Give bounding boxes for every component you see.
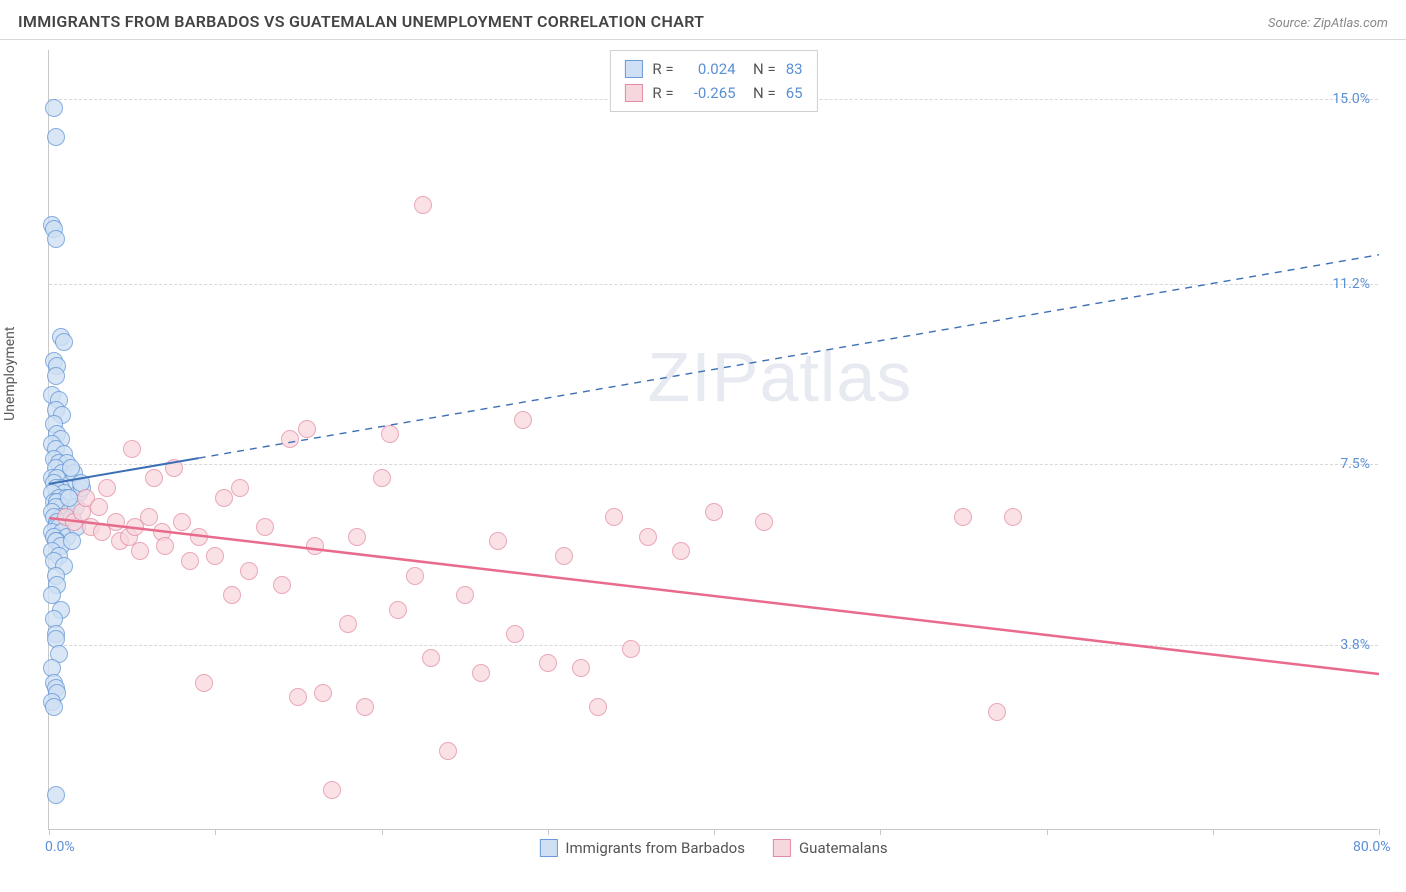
chart-header: IMMIGRANTS FROM BARBADOS VS GUATEMALAN U… bbox=[0, 0, 1406, 40]
legend-swatch bbox=[773, 839, 791, 857]
stats-legend: R = 0.024 N = 83 R = -0.265 N = 65 bbox=[609, 50, 817, 112]
r-value: 0.024 bbox=[684, 57, 736, 81]
chart-container: Unemployment ZIPatlas 3.8%7.5%11.2%15.0%… bbox=[0, 40, 1406, 880]
legend-swatch bbox=[539, 839, 557, 857]
x-tick bbox=[1379, 829, 1380, 835]
legend-swatch bbox=[624, 60, 642, 78]
r-label: R = bbox=[652, 81, 673, 105]
legend-item: Immigrants from Barbados bbox=[539, 839, 745, 857]
n-label: N = bbox=[746, 81, 776, 105]
legend-label: Guatemalans bbox=[799, 839, 888, 857]
legend-swatch bbox=[624, 84, 642, 102]
y-axis-label: Unemployment bbox=[2, 327, 18, 421]
stats-row: R = -0.265 N = 65 bbox=[624, 81, 802, 105]
r-label: R = bbox=[652, 57, 673, 81]
source-attribution: Source: ZipAtlas.com bbox=[1268, 16, 1388, 31]
n-value: 65 bbox=[786, 81, 803, 105]
legend-item: Guatemalans bbox=[773, 839, 888, 857]
stats-row: R = 0.024 N = 83 bbox=[624, 57, 802, 81]
x-tick-label: 80.0% bbox=[1353, 839, 1391, 855]
n-value: 83 bbox=[786, 57, 803, 81]
chart-title: IMMIGRANTS FROM BARBADOS VS GUATEMALAN U… bbox=[18, 12, 704, 31]
plot-area: ZIPatlas 3.8%7.5%11.2%15.0%0.0%80.0%R =0… bbox=[48, 50, 1378, 830]
r-value: -0.265 bbox=[684, 81, 736, 105]
trend-lines bbox=[49, 50, 1379, 830]
x-tick-label: 0.0% bbox=[45, 839, 75, 855]
n-label: N = bbox=[746, 57, 776, 81]
bottom-legend: Immigrants from Barbados Guatemalans bbox=[539, 839, 887, 857]
legend-label: Immigrants from Barbados bbox=[565, 839, 745, 857]
